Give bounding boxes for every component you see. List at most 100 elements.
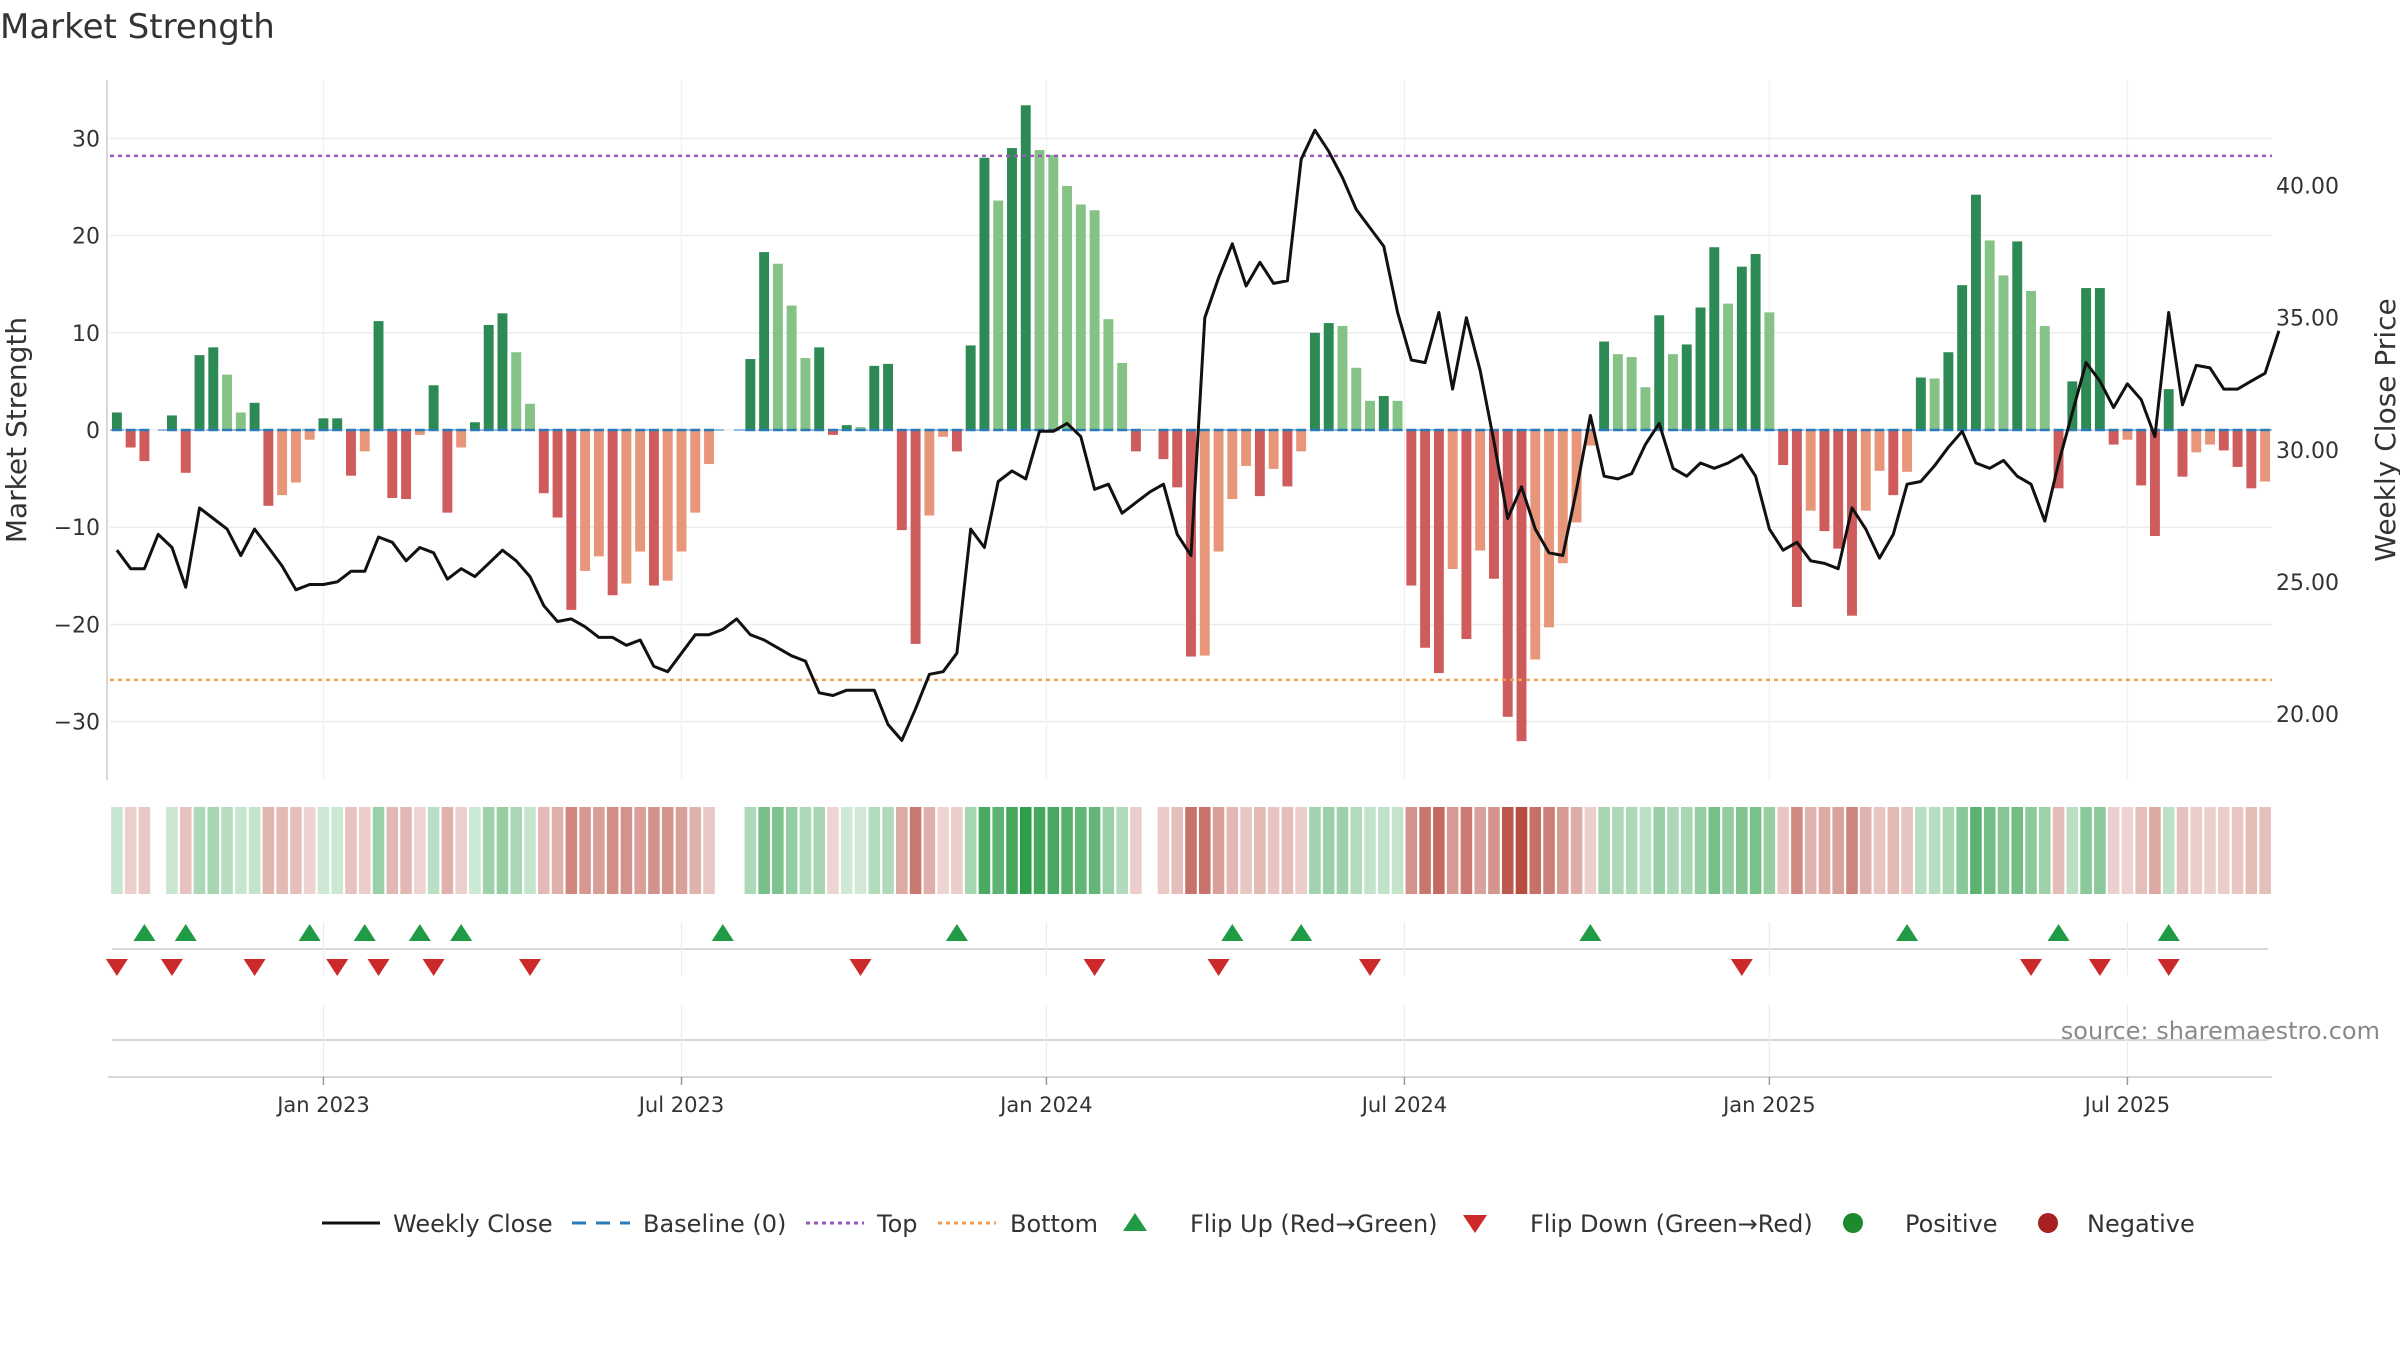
strength-bar [1351, 367, 1362, 430]
strength-bar [222, 374, 233, 430]
strip-cell [1322, 807, 1335, 894]
legend-item: Bottom [938, 1210, 1098, 1238]
strip-cell [138, 807, 151, 894]
strength-bar [277, 430, 288, 496]
strip-cell [840, 807, 853, 894]
strength-bar [772, 263, 783, 430]
strip-cell [386, 807, 399, 894]
strength-bar [387, 430, 398, 499]
strip-cell [248, 807, 261, 894]
strength-bar [1241, 430, 1252, 466]
legend: Weekly Close Baseline (0) Top Bottom Flip Up… [322, 1210, 2195, 1238]
strength-bar [993, 200, 1004, 430]
strip-cell [1956, 807, 1968, 894]
strength-bar [1461, 430, 1472, 640]
strip-cell [496, 807, 509, 894]
x-tick-label: Jan 2025 [1721, 1093, 1816, 1117]
strength-bar [538, 430, 549, 494]
strip-cell [551, 807, 564, 894]
left-tick-label: 10 [72, 322, 100, 347]
flip-down-marker [243, 959, 266, 976]
strength-bar [1888, 430, 1899, 496]
strip-cell [1694, 807, 1707, 894]
strip-cell [1543, 807, 1555, 894]
strip-cell [1157, 807, 1170, 894]
strip-cell [2107, 807, 2120, 894]
strength-bar [1103, 319, 1114, 430]
right-tick-label: 20.00 [2276, 703, 2339, 728]
strength-bar [1020, 105, 1031, 431]
strip-cell [1928, 807, 1941, 894]
strength-bar [497, 313, 508, 430]
strength-bar [263, 430, 274, 506]
flip-up-marker [711, 924, 734, 941]
strength-bar [2149, 430, 2160, 536]
strip-cell [758, 807, 770, 894]
strip-cell [524, 807, 536, 894]
strength-bar [1420, 430, 1431, 648]
strength-bar [483, 325, 494, 430]
strip-cell [978, 807, 991, 894]
strength-bar [1213, 430, 1224, 552]
strength-bar [965, 345, 976, 430]
legend-item: Negative [2038, 1210, 2195, 1238]
strength-bar [2026, 290, 2036, 430]
strip-cell [1378, 807, 1390, 894]
strength-bar [1847, 430, 1857, 616]
strip-cell [565, 807, 578, 894]
strip-cell [799, 807, 812, 894]
flip-down-marker [160, 959, 183, 976]
strip-cell [1983, 807, 1996, 894]
strength-bar [580, 430, 591, 571]
strength-bar [924, 430, 935, 516]
strip-cell [1859, 807, 1872, 894]
strip-cell [1584, 807, 1597, 894]
flip-down-marker [2088, 959, 2111, 976]
reference-lines [110, 154, 2272, 682]
strip-cell [303, 807, 316, 894]
strength-bar [869, 365, 880, 430]
strip-cell [703, 807, 715, 894]
strength-bar [1502, 430, 1513, 717]
strip-cell [2190, 807, 2203, 894]
strip-cell [179, 807, 192, 894]
strength-bar [1805, 430, 1816, 511]
strip-cell [331, 807, 344, 894]
strip-cell [937, 807, 949, 894]
strength-bar [346, 430, 356, 476]
strength-bar [566, 430, 577, 610]
flip-down-marker [105, 959, 128, 976]
legend-item: Positive [1843, 1210, 1998, 1238]
strength-bar [1007, 148, 1017, 431]
strip-cell [1433, 807, 1445, 894]
right-axis: 40.00 35.00 30.00 25.00 20.00 [2276, 175, 2339, 728]
strip-cell [964, 807, 977, 894]
strength-bar [1488, 430, 1499, 579]
strength-bar [896, 430, 907, 531]
strength-bar [442, 430, 453, 513]
flip-down-marker [2020, 959, 2043, 976]
strength-bar [1447, 430, 1458, 570]
flip-up-marker [1579, 924, 1602, 941]
strength-bar [1089, 210, 1100, 430]
strength-bar [318, 418, 329, 430]
strength-bar [290, 430, 301, 483]
strength-bar [2136, 430, 2147, 486]
strip-cell [1736, 807, 1748, 894]
strip-cell [1846, 807, 1858, 894]
strip-cell [1598, 807, 1610, 894]
strip-cell [661, 807, 674, 894]
legend-dot-icon [1843, 1213, 1863, 1233]
strength-bar [1681, 344, 1692, 430]
strength-bar [910, 430, 921, 644]
strip-cell [262, 807, 275, 894]
strip-cell [1887, 807, 1900, 894]
strip-cell [1818, 807, 1831, 894]
strip-cell [1405, 807, 1418, 894]
strength-bar [208, 347, 219, 430]
strength-bar [511, 352, 522, 430]
strength-bar [745, 359, 756, 430]
strip-cell [1915, 807, 1927, 894]
strip-cell [1267, 807, 1280, 894]
legend-label: Weekly Close [393, 1210, 553, 1238]
